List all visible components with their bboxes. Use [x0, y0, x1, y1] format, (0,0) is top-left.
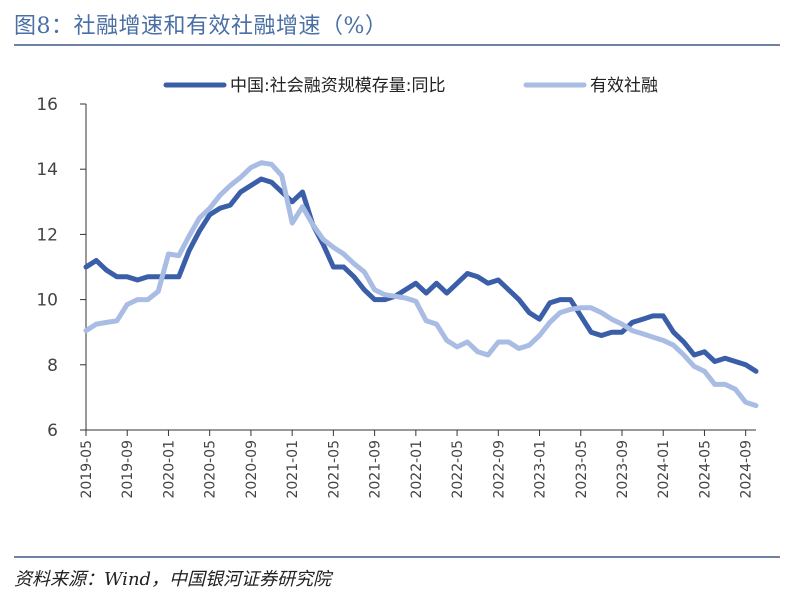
- y-tick-label: 6: [47, 421, 58, 441]
- series-line-1: [83, 176, 759, 374]
- x-tick-label: 2024-05: [697, 440, 713, 499]
- y-tick-label: 16: [36, 95, 58, 115]
- y-tick-label: 8: [47, 356, 58, 376]
- y-axis: 6 8 10 12 14 16: [36, 95, 87, 441]
- x-tick-label: 2020-01: [161, 440, 177, 499]
- x-tick-label: 2022-09: [491, 440, 507, 499]
- x-tick-label: 2021-09: [368, 440, 384, 499]
- top-divider: [14, 44, 780, 46]
- x-tick-label: 2024-09: [739, 440, 755, 499]
- x-tick-label: 2020-05: [203, 440, 219, 499]
- x-axis: 2019-05 2019-09 2020-01 2020-05 2020-09 2021-…: [79, 429, 756, 499]
- x-tick-label: 2023-09: [615, 440, 631, 499]
- x-tick-label: 2024-01: [656, 440, 672, 499]
- bottom-divider: [14, 556, 780, 558]
- chart-legend: 中国:社会融资规模存量:同比 有效社融: [163, 76, 658, 96]
- legend-label-1: 中国:社会融资规模存量:同比: [230, 76, 445, 96]
- x-tick-label: 2022-01: [409, 440, 425, 499]
- x-tick-label: 2023-05: [574, 440, 590, 499]
- figure-title: 图8：社融增速和有效社融增速（%）: [14, 14, 388, 39]
- plot-area: [83, 160, 759, 409]
- x-tick-label: 2021-05: [326, 440, 342, 499]
- y-tick-label: 14: [36, 160, 58, 180]
- y-tick-label: 10: [36, 291, 58, 311]
- x-tick-label: 2019-09: [120, 440, 136, 499]
- source-note: 资料来源：Wind，中国银河证券研究院: [14, 569, 332, 590]
- x-tick-label: 2023-01: [533, 440, 549, 499]
- y-tick-label: 12: [36, 225, 58, 245]
- legend-label-2: 有效社融: [590, 76, 658, 96]
- x-tick-label: 2019-05: [79, 440, 95, 499]
- x-tick-label: 2022-05: [450, 440, 466, 499]
- series-line-2: [83, 160, 759, 409]
- x-tick-label: 2021-01: [285, 440, 301, 499]
- x-tick-label: 2020-09: [244, 440, 260, 499]
